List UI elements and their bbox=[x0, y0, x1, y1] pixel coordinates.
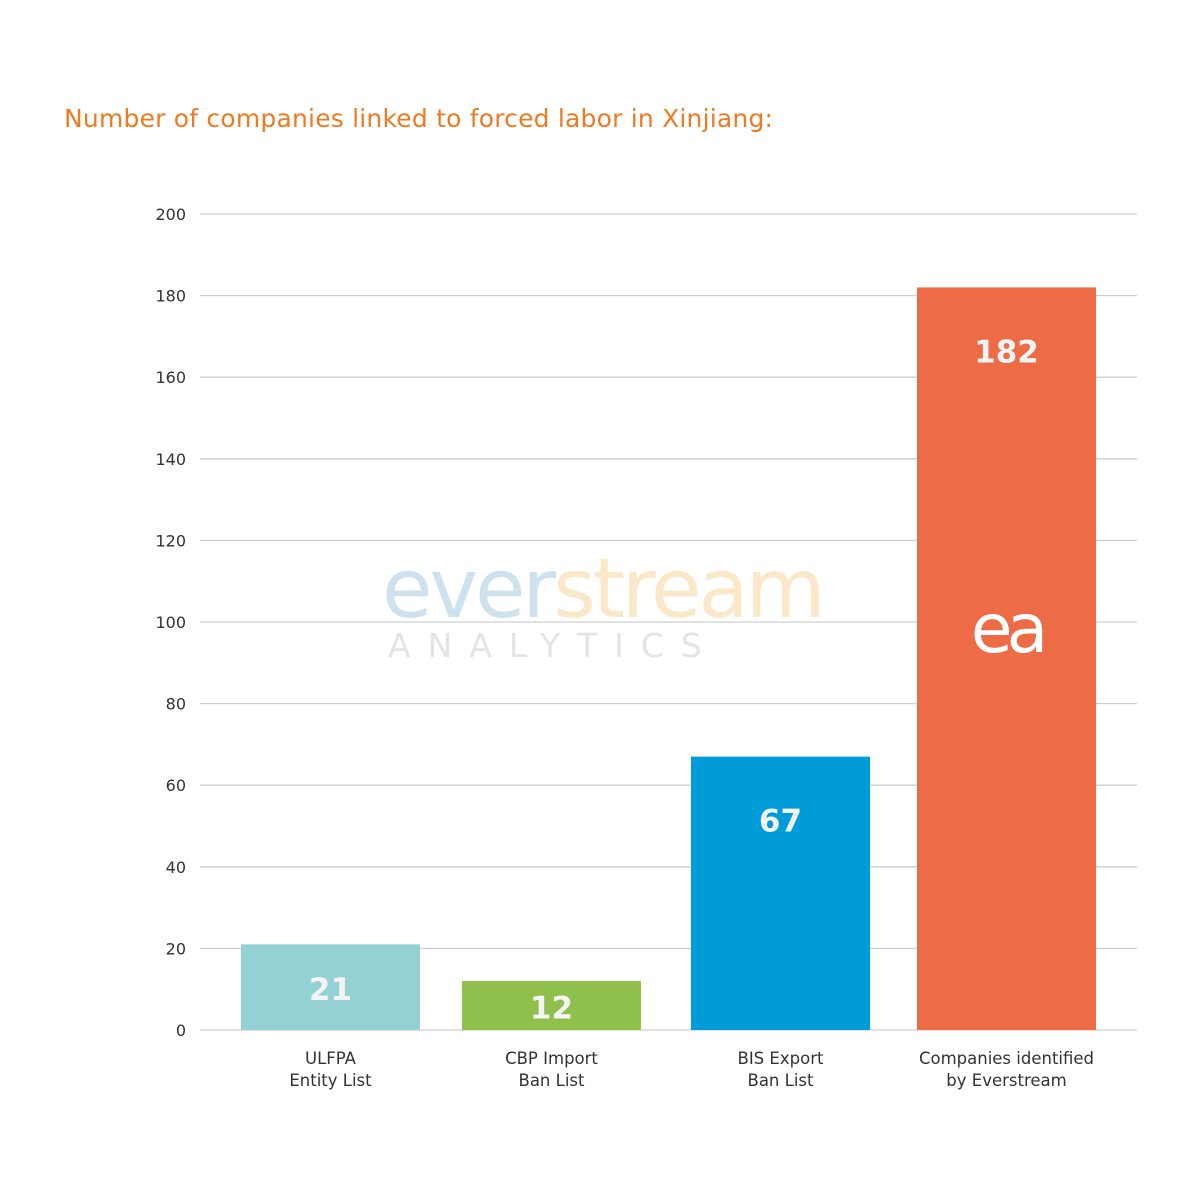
x-category-label: Companies identified bbox=[919, 1049, 1094, 1068]
x-category-label: BIS Export bbox=[738, 1049, 824, 1068]
x-category-label: Ban List bbox=[748, 1071, 815, 1090]
y-tick-label: 160 bbox=[155, 368, 186, 387]
ea-logo: ea bbox=[971, 590, 1043, 669]
bar bbox=[691, 756, 870, 1030]
x-category-label: Ban List bbox=[519, 1071, 586, 1090]
y-tick-label: 200 bbox=[155, 205, 186, 224]
y-tick-label: 120 bbox=[155, 531, 186, 550]
y-tick-label: 140 bbox=[155, 450, 186, 469]
bars bbox=[241, 287, 1096, 1030]
x-category-label: ULFPA bbox=[305, 1049, 357, 1068]
data-label: 12 bbox=[530, 991, 573, 1027]
bar bbox=[462, 981, 641, 1030]
labels: 0 20 40 60 80 100 120 140 160 180 200 21 ULFPA Entity… bbox=[155, 205, 1094, 1090]
bar bbox=[241, 944, 420, 1030]
y-tick-label: 180 bbox=[155, 287, 186, 306]
watermark-analytics: ANALYTICS bbox=[388, 626, 719, 665]
y-tick-label: 40 bbox=[166, 858, 186, 877]
x-category-label: Entity List bbox=[289, 1071, 372, 1090]
y-tick-label: 100 bbox=[155, 613, 186, 632]
x-category-label: CBP Import bbox=[505, 1049, 598, 1068]
x-category-label: by Everstream bbox=[946, 1071, 1066, 1090]
svg-text:everstream: everstream bbox=[382, 542, 823, 637]
watermark-stream: stream bbox=[553, 542, 822, 637]
data-label: 21 bbox=[309, 972, 352, 1008]
bar bbox=[917, 287, 1096, 1030]
y-tick-label: 60 bbox=[166, 776, 186, 795]
y-tick-label: 0 bbox=[176, 1021, 186, 1040]
y-tick-label: 80 bbox=[166, 695, 186, 714]
data-label: 182 bbox=[974, 334, 1039, 370]
watermark-ever: ever bbox=[382, 542, 556, 637]
watermark-logo: everstream ANALYTICS bbox=[382, 542, 826, 665]
data-label: 67 bbox=[759, 804, 802, 840]
y-tick-label: 20 bbox=[166, 939, 186, 958]
chart-title: Number of companies linked to forced lab… bbox=[64, 104, 774, 133]
